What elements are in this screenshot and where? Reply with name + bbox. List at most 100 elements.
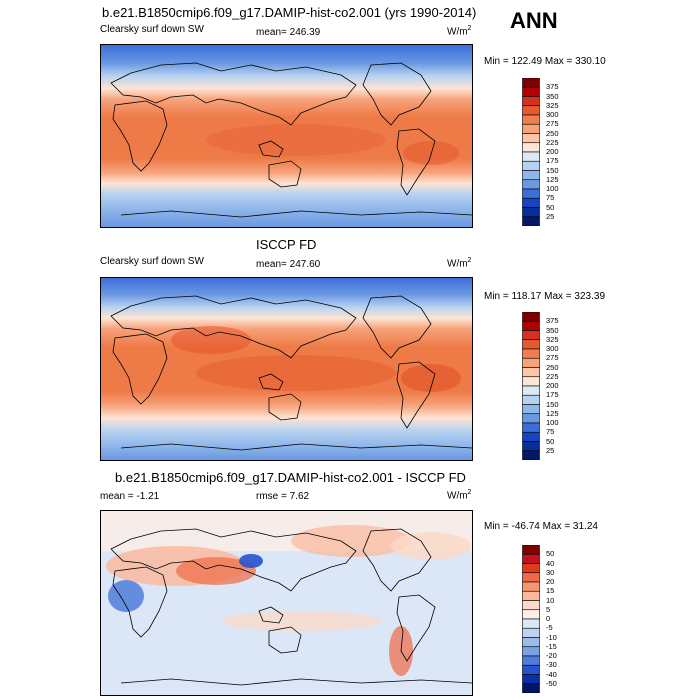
panel-2-map xyxy=(100,277,473,461)
colorbar-tick-label: -20 xyxy=(546,651,557,660)
colorbar-box xyxy=(522,394,540,405)
panel-2-colorbar-boxes xyxy=(522,311,540,461)
colorbar-box xyxy=(522,618,540,629)
colorbar-box xyxy=(522,123,540,134)
colorbar-tick-label: 375 xyxy=(546,82,559,92)
panel-2-mean-label: mean= 247.60 xyxy=(256,259,321,270)
colorbar-box xyxy=(522,77,540,88)
colorbar-box xyxy=(522,311,540,322)
colorbar-tick-label: 225 xyxy=(546,371,559,381)
colorbar-box xyxy=(522,357,540,368)
panel-1-minmax: Min = 122.49 Max = 330.10 xyxy=(484,56,606,67)
colorbar-tick-label: 350 xyxy=(546,325,559,335)
colorbar-box xyxy=(522,339,540,350)
colorbar-tick-label: 225 xyxy=(546,137,559,147)
colorbar-tick-label: 300 xyxy=(546,110,559,119)
colorbar-tick-label: 200 xyxy=(546,147,559,156)
colorbar-box xyxy=(522,216,540,227)
colorbar-tick-label: 75 xyxy=(546,193,555,203)
colorbar-box xyxy=(522,133,540,144)
colorbar-box xyxy=(522,160,540,171)
panel-3-mean-label: mean = -1.21 xyxy=(100,491,160,502)
colorbar-box xyxy=(522,683,540,694)
colorbar-box xyxy=(522,385,540,396)
colorbar-tick-label: 40 xyxy=(546,558,555,568)
colorbar-tick-label: 30 xyxy=(546,567,555,577)
colorbar-box xyxy=(522,637,540,648)
colorbar-box xyxy=(522,664,540,675)
colorbar-box xyxy=(522,86,540,97)
colorbar-box xyxy=(522,114,540,125)
panel-1-colorbar-svg xyxy=(522,77,540,227)
panel-1-variable-label: Clearsky surf down SW xyxy=(100,24,204,35)
panel-1-title: b.e21.B1850cmip6.f09_g17.DAMIP-hist-co2.… xyxy=(102,5,477,20)
colorbar-tick-label: -10 xyxy=(546,632,557,642)
colorbar-tick-label: 100 xyxy=(546,418,559,427)
colorbar-box xyxy=(522,581,540,592)
colorbar-tick-label: -50 xyxy=(546,678,557,688)
colorbar-box xyxy=(522,450,540,461)
panel-3-units: W/m2 xyxy=(447,489,472,502)
colorbar-box xyxy=(522,590,540,601)
colorbar-tick-label: 150 xyxy=(546,399,559,409)
panel-3-colorbar xyxy=(522,544,540,694)
colorbar-tick-label: 250 xyxy=(546,128,559,138)
colorbar-tick-label: 0 xyxy=(546,614,551,623)
colorbar-tick-label: 175 xyxy=(546,390,559,400)
panel-2-map-svg xyxy=(101,278,472,460)
panel-3-coastlines xyxy=(110,528,472,686)
colorbar-tick-label: 25 xyxy=(546,445,555,455)
panel-1-colorbar-boxes xyxy=(522,77,540,227)
panel-1-map xyxy=(100,44,473,228)
colorbar-tick-label: -30 xyxy=(546,660,557,670)
colorbar-tick-label: 350 xyxy=(546,91,559,101)
colorbar-tick-label: 15 xyxy=(546,586,555,596)
panel-3-colorbar-boxes xyxy=(522,544,540,694)
colorbar-box xyxy=(522,96,540,107)
colorbar-box xyxy=(522,646,540,657)
panel-1-colorbar xyxy=(522,77,540,227)
panel-2-coastlines xyxy=(110,295,472,451)
colorbar-box xyxy=(522,170,540,181)
colorbar-box xyxy=(522,572,540,583)
colorbar-box xyxy=(522,431,540,442)
colorbar-tick-label: 50 xyxy=(546,436,555,446)
colorbar-tick-label: 150 xyxy=(546,165,559,175)
colorbar-box xyxy=(522,674,540,685)
colorbar-tick-label: 175 xyxy=(546,156,559,166)
panel-1-mean-label: mean= 246.39 xyxy=(256,27,321,38)
colorbar-box xyxy=(522,655,540,666)
panel-2-variable-label: Clearsky surf down SW xyxy=(100,256,204,267)
colorbar-box xyxy=(522,544,540,555)
colorbar-box xyxy=(522,348,540,359)
colorbar-box xyxy=(522,563,540,574)
panel-2-minmax: Min = 118.17 Max = 323.39 xyxy=(484,291,606,302)
colorbar-box xyxy=(522,553,540,564)
colorbar-box xyxy=(522,609,540,620)
colorbar-tick-label: 300 xyxy=(546,344,559,353)
colorbar-box xyxy=(522,367,540,378)
colorbar-tick-label: 50 xyxy=(546,202,555,212)
colorbar-box xyxy=(522,422,540,433)
panel-2-colorbar-svg xyxy=(522,311,540,461)
colorbar-tick-label: 25 xyxy=(546,211,555,221)
colorbar-tick-label: -5 xyxy=(546,623,553,633)
colorbar-tick-label: -15 xyxy=(546,641,557,651)
panel-1-units: W/m2 xyxy=(447,25,472,38)
colorbar-tick-label: -40 xyxy=(546,669,557,679)
panel-2-colorbar xyxy=(522,311,540,461)
colorbar-box xyxy=(522,207,540,218)
colorbar-box xyxy=(522,600,540,611)
panel-3-map xyxy=(100,510,473,696)
panel-3-title: b.e21.B1850cmip6.f09_g17.DAMIP-hist-co2.… xyxy=(115,470,466,485)
colorbar-tick-label: 325 xyxy=(546,100,559,110)
colorbar-tick-label: 50 xyxy=(546,549,555,559)
colorbar-tick-label: 5 xyxy=(546,604,551,614)
colorbar-box xyxy=(522,441,540,452)
colorbar-tick-label: 20 xyxy=(546,577,555,586)
colorbar-box xyxy=(522,627,540,638)
colorbar-tick-label: 10 xyxy=(546,595,555,605)
panel-3-minmax: Min = -46.74 Max = 31.24 xyxy=(484,521,598,532)
colorbar-tick-label: 125 xyxy=(546,174,559,184)
colorbar-tick-label: 200 xyxy=(546,381,559,390)
